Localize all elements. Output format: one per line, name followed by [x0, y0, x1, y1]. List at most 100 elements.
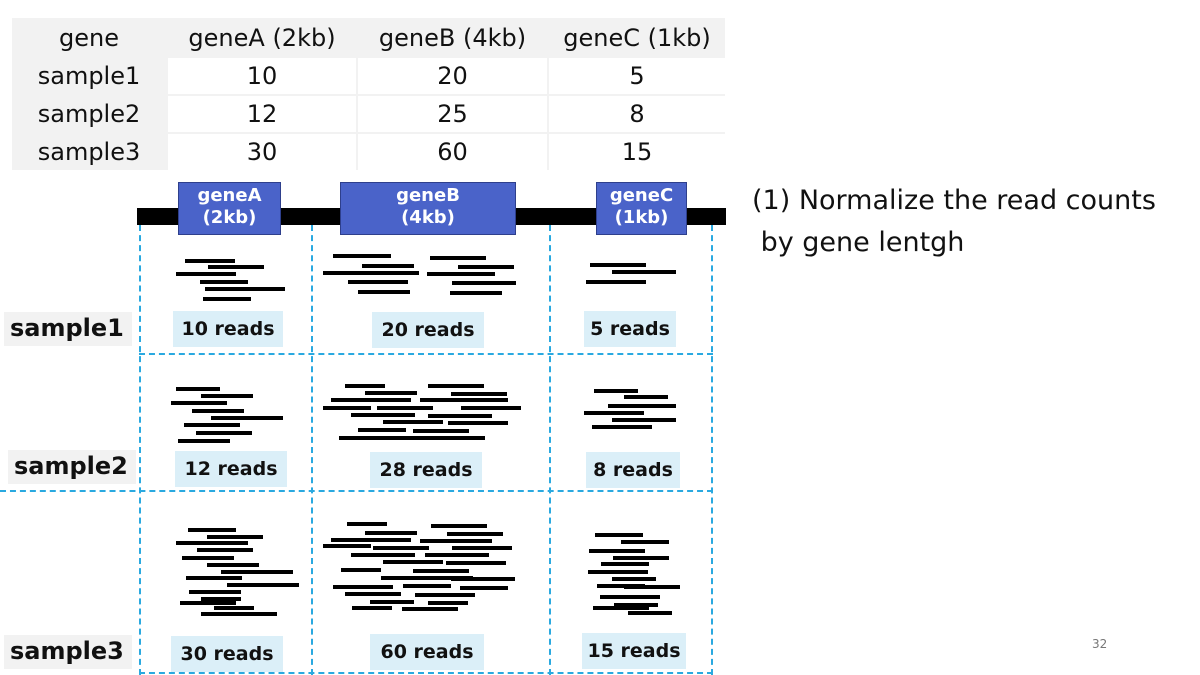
table-header-cell: geneB (4kb) — [378, 24, 527, 52]
read-bar — [447, 532, 503, 536]
table-cell: 60 — [358, 134, 547, 170]
gene-length: (1kb) — [614, 207, 669, 228]
read-bar — [171, 401, 227, 405]
read-bar — [205, 287, 285, 291]
read-bar — [348, 280, 408, 284]
read-bar — [597, 584, 645, 588]
read-bar — [589, 549, 645, 553]
read-bar — [333, 254, 391, 258]
read-bar — [608, 404, 676, 408]
read-bar — [333, 585, 393, 589]
read-count-table: gene geneA (2kb) geneB (4kb) geneC (1kb)… — [12, 18, 725, 170]
read-bar — [180, 601, 236, 605]
read-bar — [450, 291, 502, 295]
reads-count-label: 12 reads — [175, 451, 287, 487]
read-bar — [196, 431, 252, 435]
read-bar — [186, 576, 242, 580]
read-bar — [207, 535, 263, 539]
read-bar — [628, 611, 672, 615]
grid-divider-horizontal — [0, 490, 713, 492]
read-bar — [624, 585, 680, 589]
gene-name: geneC — [609, 185, 674, 206]
read-bar — [446, 561, 506, 565]
read-bar — [612, 418, 676, 422]
read-bar — [351, 413, 415, 417]
sample-label: sample2 — [8, 450, 136, 484]
grid-divider-horizontal — [139, 672, 713, 674]
read-bar — [201, 612, 277, 616]
read-bar — [323, 271, 419, 275]
read-bar — [208, 265, 264, 269]
grid-divider-vertical — [311, 225, 313, 675]
read-bar — [428, 414, 492, 418]
table-header-row: gene geneA (2kb) geneB (4kb) geneC (1kb) — [12, 20, 725, 58]
read-bar — [614, 603, 658, 607]
read-bar — [448, 421, 508, 425]
read-bar — [365, 391, 417, 395]
read-bar — [428, 384, 484, 388]
read-bar — [452, 546, 512, 550]
table-row: sample3 30 60 15 — [12, 134, 725, 172]
read-bar — [365, 531, 417, 535]
table-cell: 8 — [549, 96, 725, 132]
read-bar — [185, 259, 235, 263]
gene-box-geneB: geneB (4kb) — [340, 182, 516, 235]
gene-box-geneA: geneA (2kb) — [178, 182, 281, 235]
table-cell: 25 — [358, 96, 547, 132]
table-cell: 10 — [168, 58, 356, 94]
table-cell: sample1 — [12, 58, 166, 94]
read-bar — [588, 570, 648, 574]
read-bar — [590, 263, 646, 267]
table-row: sample2 12 25 8 — [12, 96, 725, 134]
read-bar — [323, 406, 371, 410]
reads-count-label: 10 reads — [173, 311, 283, 347]
reads-count-label: 60 reads — [370, 634, 484, 670]
read-bar — [358, 290, 410, 294]
table-row: sample1 10 20 5 — [12, 58, 725, 96]
read-bar — [458, 265, 514, 269]
read-bar — [428, 601, 468, 605]
read-bar — [413, 569, 469, 573]
table-header-cell: geneC (1kb) — [563, 24, 711, 52]
read-bar — [345, 384, 385, 388]
read-bar — [176, 272, 236, 276]
read-bar — [601, 562, 649, 566]
read-bar — [377, 406, 433, 410]
gene-name: geneA — [197, 185, 262, 206]
read-bar — [362, 264, 414, 268]
sample-label: sample1 — [4, 312, 132, 346]
read-bar — [451, 392, 507, 396]
table-cell: 30 — [168, 134, 356, 170]
read-bar — [430, 256, 486, 260]
read-bar — [189, 590, 241, 594]
read-bar — [323, 544, 371, 548]
table-cell: 20 — [358, 58, 547, 94]
read-bar — [331, 398, 411, 402]
read-bar — [341, 568, 381, 572]
read-bar — [460, 586, 508, 590]
read-bar — [214, 606, 254, 610]
caption-line: by gene lentgh — [752, 227, 965, 258]
table-header-cell: gene — [59, 24, 119, 52]
table-cell: sample3 — [12, 134, 166, 170]
read-bar — [184, 423, 240, 427]
read-bar — [429, 436, 485, 440]
read-bar — [586, 280, 646, 284]
caption-line: (1) Normalize the read counts — [752, 185, 1156, 216]
read-bar — [201, 394, 253, 398]
read-bar — [201, 597, 241, 601]
read-bar — [403, 584, 451, 588]
read-bar — [339, 436, 431, 440]
read-bar — [595, 533, 643, 537]
read-bar — [592, 425, 652, 429]
read-bar — [207, 563, 259, 567]
read-bar — [345, 592, 401, 596]
read-bar — [600, 595, 660, 599]
read-bar — [200, 280, 248, 284]
reads-count-label: 5 reads — [584, 311, 676, 347]
gene-name: geneB — [396, 185, 460, 206]
read-bar — [431, 524, 487, 528]
read-bar — [613, 556, 669, 560]
read-bar — [425, 553, 489, 557]
read-bar — [178, 439, 230, 443]
